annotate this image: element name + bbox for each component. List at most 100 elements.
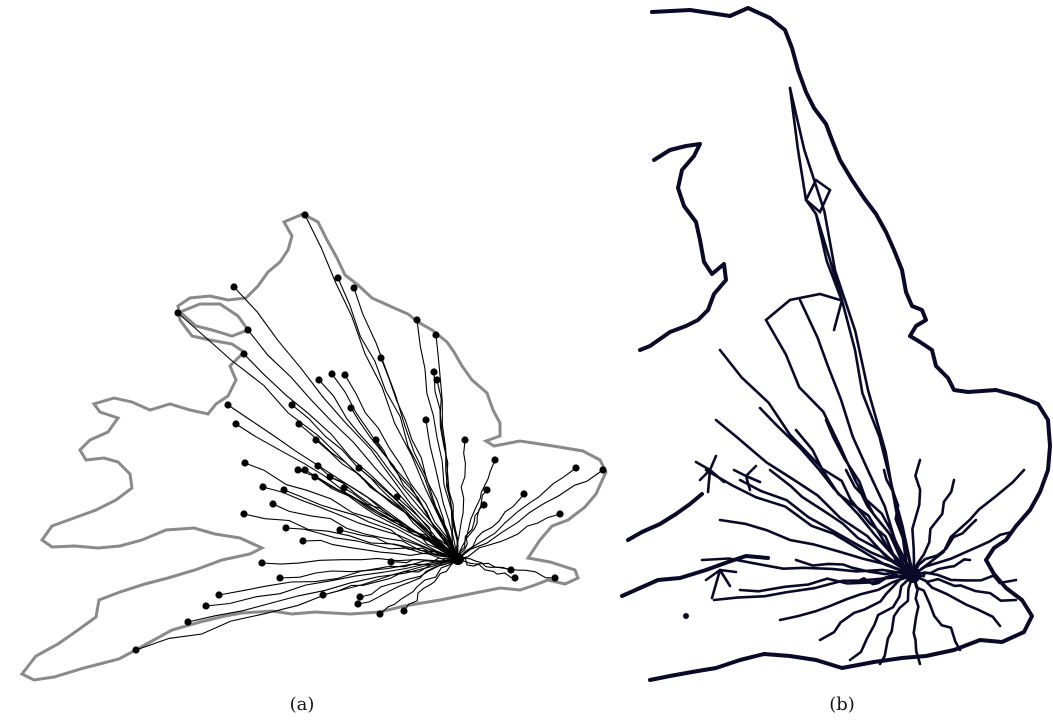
network-node (491, 456, 499, 464)
network-node (334, 274, 342, 282)
network-edge (457, 459, 496, 560)
hand-drawn-route (854, 572, 915, 586)
network-edge (353, 287, 459, 560)
coastline-east-b (648, 6, 1052, 682)
hand-drawn-route (758, 406, 915, 577)
coastline-west-mid-b (620, 554, 770, 598)
hand-drawn-branch (764, 292, 842, 322)
network-node (314, 462, 322, 470)
network-edge (262, 486, 459, 560)
hand-drawn-route (844, 468, 915, 577)
network-node (240, 510, 248, 518)
network-node (387, 558, 395, 566)
network-node (511, 574, 519, 582)
hand-drawn-route (911, 573, 922, 666)
network-node (280, 486, 288, 494)
panel-b-map (620, 0, 1053, 690)
network-nodes-a (132, 211, 607, 654)
network-node (202, 602, 210, 610)
network-node (520, 490, 528, 498)
hand-drawn-route (768, 468, 915, 577)
hub-node-b (905, 567, 921, 583)
hand-drawn-route (911, 478, 956, 577)
hand-drawn-route (704, 468, 915, 577)
coastline-west-lower-b (626, 492, 704, 542)
network-edge (380, 357, 459, 560)
network-node (326, 473, 334, 481)
network-edge (457, 469, 604, 560)
hand-drawn-route (778, 573, 915, 622)
caption-a: (a) (289, 694, 315, 715)
coastline-outline-a (19, 212, 608, 682)
network-edge (457, 558, 516, 579)
hand-drawn-route (738, 478, 915, 577)
hand-drawn-route (911, 558, 972, 578)
hand-drawn-route (911, 573, 1002, 628)
network-node (269, 500, 277, 508)
network-node (483, 486, 491, 494)
network-edge (283, 489, 459, 560)
network-edge (302, 539, 459, 560)
network-edge (339, 529, 459, 560)
network-node (356, 593, 364, 601)
hand-drawn-route (911, 530, 1014, 577)
network-node (184, 618, 192, 626)
network-edge (315, 439, 459, 560)
hand-drawn-route (878, 573, 915, 666)
network-edge (344, 374, 459, 560)
hand-drawn-route (818, 573, 915, 642)
network-node (599, 466, 607, 474)
caption-b: (b) (829, 694, 855, 715)
network-node (315, 376, 323, 384)
hand-drawn-route (794, 558, 915, 577)
network-node (312, 436, 320, 444)
network-node (132, 646, 140, 654)
network-edge (322, 558, 459, 596)
network-node (393, 493, 401, 501)
hand-drawn-branch (732, 464, 762, 492)
hand-drawn-route (911, 458, 922, 577)
hand-drawn-route (911, 468, 1026, 577)
hand-drawn-route (824, 418, 915, 577)
network-node (240, 350, 248, 358)
network-edge (457, 513, 561, 560)
network-edges-a (135, 214, 604, 651)
network-node (230, 283, 238, 291)
network-node (232, 420, 240, 428)
network-node (347, 404, 355, 412)
network-edge (457, 558, 556, 579)
network-node (288, 401, 296, 409)
network-node (461, 436, 469, 444)
network-node (572, 464, 580, 472)
network-node (422, 416, 430, 424)
network-node (174, 309, 182, 317)
hand-drawn-route (882, 468, 915, 577)
network-edge (455, 439, 466, 560)
network-node (355, 464, 363, 472)
hand-drawn-route (911, 573, 1018, 603)
network-edge (244, 462, 459, 560)
network-edge (314, 476, 459, 560)
network-edge (416, 319, 459, 560)
hand-drawn-branch (804, 178, 832, 215)
network-node (301, 466, 309, 474)
network-node (341, 371, 349, 379)
network-edge (187, 558, 459, 623)
network-node (336, 526, 344, 534)
hand-drawn-route (700, 557, 915, 577)
network-edge (243, 513, 459, 560)
network-node (433, 376, 441, 384)
network-node (551, 574, 559, 582)
network-node (295, 420, 303, 428)
network-edge (375, 439, 459, 560)
network-edge (396, 496, 459, 560)
network-map-b (620, 6, 1052, 682)
hand-drawn-route (848, 573, 915, 662)
network-edge (350, 407, 459, 560)
hub-node-a (452, 553, 464, 565)
network-node (432, 331, 440, 339)
network-node (556, 510, 564, 518)
network-node (301, 211, 309, 219)
network-edge (205, 558, 459, 607)
network-node (276, 574, 284, 582)
